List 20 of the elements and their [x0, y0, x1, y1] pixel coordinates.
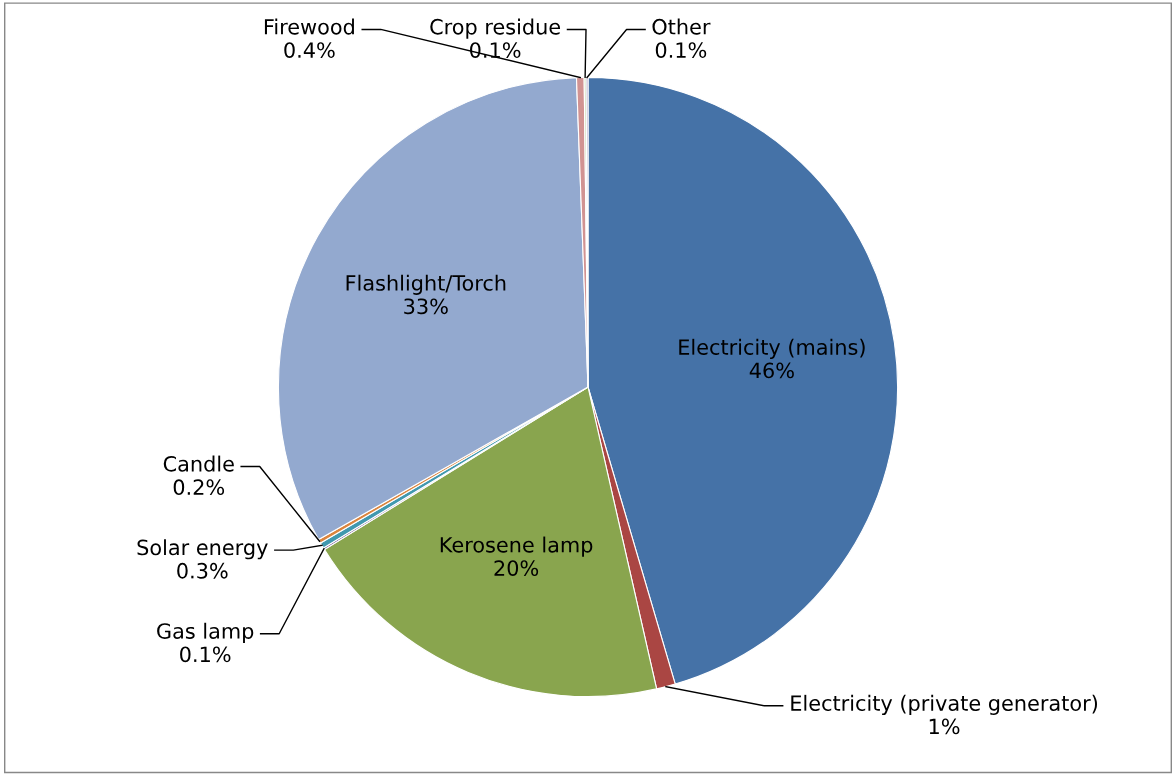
data-label: 20% — [494, 560, 539, 576]
slice-label: Firewood — [264, 18, 354, 35]
slice-label: Crop residue — [430, 18, 561, 39]
slice-label: Flashlight/Torch — [346, 274, 506, 295]
data-label: 33% — [404, 298, 448, 315]
data-label: 0.4% — [284, 42, 335, 58]
slice-label: Solar energy — [137, 539, 268, 560]
data-label: 0.2% — [173, 479, 225, 496]
data-label: 0.1% — [655, 42, 707, 58]
data-label: 1% — [929, 718, 960, 735]
data-label: 0.1% — [180, 646, 231, 663]
slice-label: Electricity (private generator) — [791, 694, 1098, 715]
data-label: 0.3% — [177, 562, 228, 579]
slice-label: Other — [652, 18, 711, 35]
slice-label: Gas lamp — [157, 622, 254, 643]
slice-label: Kerosene lamp — [440, 536, 593, 557]
slice-label: Electricity (mains) — [679, 338, 865, 359]
data-label: 0.1% — [470, 42, 521, 58]
slice-label: Candle — [163, 455, 234, 472]
data-label: 46% — [749, 362, 794, 379]
